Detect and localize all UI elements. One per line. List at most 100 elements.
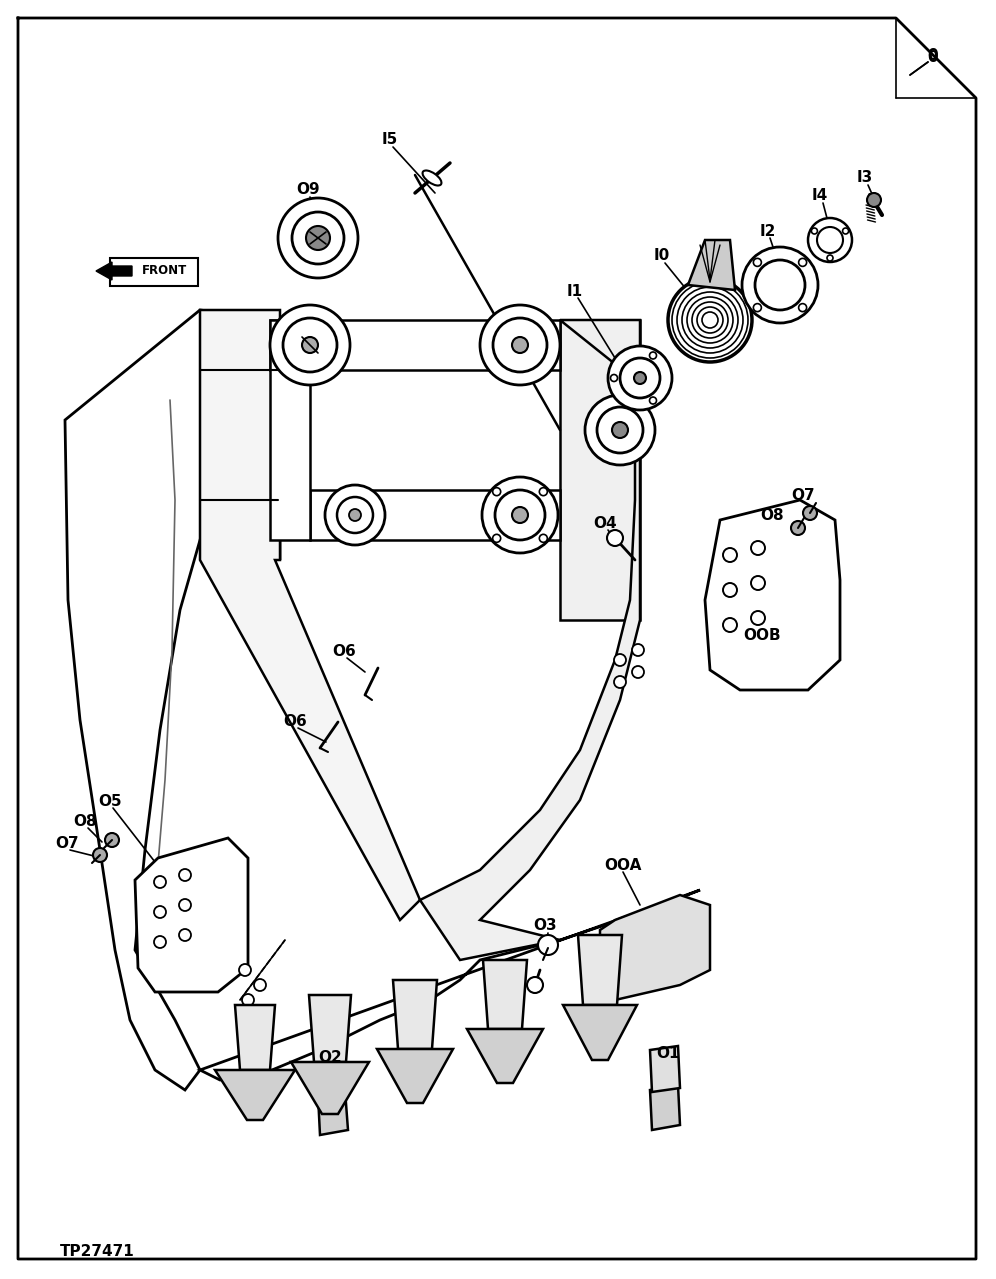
Circle shape (742, 247, 818, 324)
Text: O9: O9 (296, 183, 320, 197)
Circle shape (179, 899, 191, 911)
Text: O1: O1 (656, 1045, 679, 1060)
Circle shape (495, 490, 545, 540)
Text: TP27471: TP27471 (60, 1244, 134, 1260)
Circle shape (723, 583, 737, 597)
Circle shape (154, 906, 166, 918)
Circle shape (608, 347, 672, 411)
Circle shape (632, 645, 644, 656)
Circle shape (682, 292, 738, 348)
Circle shape (751, 541, 765, 555)
Text: 0: 0 (927, 47, 938, 63)
Circle shape (753, 258, 761, 266)
Circle shape (349, 509, 361, 521)
FancyBboxPatch shape (110, 258, 198, 286)
Circle shape (493, 318, 547, 372)
FancyArrow shape (96, 262, 132, 280)
Circle shape (527, 977, 543, 993)
Text: O7: O7 (791, 487, 815, 503)
Circle shape (292, 212, 344, 263)
Circle shape (611, 375, 618, 381)
Polygon shape (467, 1030, 543, 1083)
Polygon shape (377, 1049, 453, 1102)
Circle shape (512, 336, 528, 353)
Circle shape (242, 994, 254, 1007)
Text: I1: I1 (567, 284, 583, 298)
Polygon shape (420, 320, 640, 961)
Circle shape (612, 422, 628, 437)
Polygon shape (600, 895, 710, 1000)
Circle shape (607, 530, 623, 546)
Polygon shape (393, 980, 437, 1049)
Polygon shape (200, 310, 420, 920)
Polygon shape (318, 1090, 348, 1134)
Circle shape (540, 487, 548, 496)
Polygon shape (483, 961, 527, 1030)
Circle shape (753, 303, 761, 312)
Circle shape (649, 352, 656, 359)
Circle shape (808, 217, 852, 262)
Circle shape (668, 278, 752, 362)
Circle shape (540, 535, 548, 542)
Circle shape (325, 485, 385, 545)
Circle shape (154, 936, 166, 948)
Polygon shape (578, 935, 622, 1005)
Circle shape (278, 198, 358, 278)
Circle shape (105, 833, 119, 847)
Text: OOA: OOA (605, 857, 641, 872)
Polygon shape (318, 1050, 348, 1097)
Polygon shape (560, 320, 640, 620)
Polygon shape (135, 838, 248, 993)
Circle shape (632, 666, 644, 678)
Text: O3: O3 (533, 918, 557, 934)
Circle shape (799, 258, 807, 266)
Circle shape (677, 286, 743, 353)
Polygon shape (65, 310, 280, 1090)
Circle shape (751, 576, 765, 590)
Circle shape (270, 304, 350, 385)
Circle shape (649, 396, 656, 404)
Polygon shape (310, 490, 560, 540)
Polygon shape (563, 1005, 637, 1060)
Text: I0: I0 (654, 248, 670, 263)
Circle shape (692, 302, 728, 338)
Circle shape (493, 535, 501, 542)
Text: OOB: OOB (743, 628, 781, 642)
Circle shape (597, 407, 643, 453)
Text: FRONT: FRONT (142, 265, 187, 278)
Circle shape (512, 506, 528, 523)
Polygon shape (200, 890, 700, 1079)
Polygon shape (291, 1062, 369, 1114)
Circle shape (306, 226, 330, 249)
Text: O8: O8 (760, 508, 784, 523)
Circle shape (482, 477, 558, 553)
Circle shape (93, 848, 107, 862)
Text: I3: I3 (857, 170, 873, 185)
Circle shape (634, 372, 646, 384)
Circle shape (154, 876, 166, 888)
Circle shape (723, 547, 737, 561)
Text: O5: O5 (99, 793, 122, 808)
Circle shape (751, 611, 765, 625)
Text: O4: O4 (594, 515, 617, 531)
Text: I5: I5 (381, 133, 398, 147)
Circle shape (614, 654, 626, 666)
Polygon shape (215, 1071, 295, 1120)
Text: O6: O6 (332, 643, 356, 659)
Circle shape (687, 297, 733, 343)
Polygon shape (705, 500, 840, 689)
Circle shape (538, 935, 558, 955)
Circle shape (480, 304, 560, 385)
Circle shape (755, 260, 805, 310)
Circle shape (283, 318, 337, 372)
Circle shape (179, 929, 191, 941)
Text: O7: O7 (55, 835, 79, 851)
Circle shape (817, 226, 843, 253)
Polygon shape (309, 995, 351, 1062)
Text: O8: O8 (73, 813, 97, 829)
Circle shape (585, 395, 655, 466)
Circle shape (702, 312, 718, 327)
Circle shape (697, 307, 723, 333)
Circle shape (254, 978, 266, 991)
Polygon shape (688, 240, 735, 290)
